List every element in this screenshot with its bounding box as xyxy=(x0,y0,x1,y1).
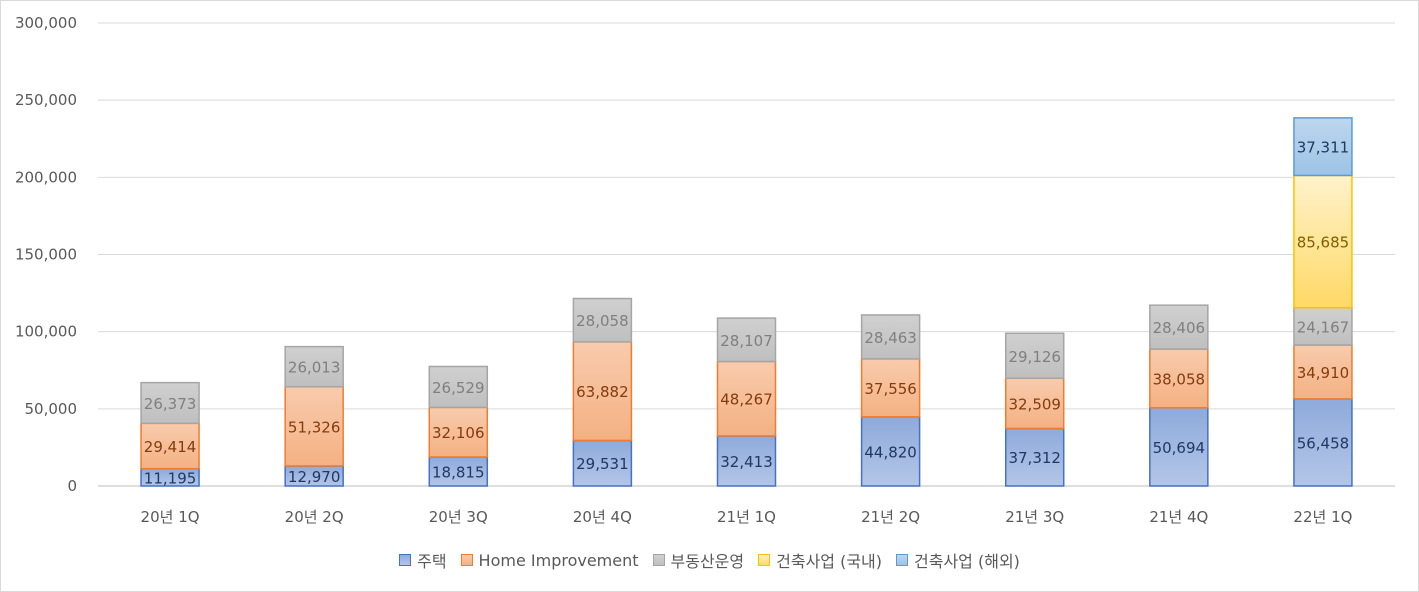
bar-segment xyxy=(1293,306,1353,346)
data-label: 18,815 xyxy=(432,463,485,481)
legend-item: 주택 xyxy=(399,548,447,572)
legend-swatch xyxy=(399,554,412,566)
bar-segment xyxy=(1149,407,1209,487)
data-labels: 11,195 29,414 26,373 12,970 51,326 26,013 18,8… xyxy=(144,139,1349,488)
y-tick-label: 0 xyxy=(67,477,77,495)
legend-label: Home Improvement xyxy=(478,550,639,570)
bar-segment xyxy=(572,341,633,442)
legend-label: 건축사업 (국내) xyxy=(776,552,883,571)
bar-segment xyxy=(1149,348,1209,409)
bar-segment xyxy=(140,381,200,425)
x-axis-ticks: 20년 1Q 20년 2Q 20년 3Q 20년 4Q 21년 1Q 21년 2Q 21년 … xyxy=(141,508,1353,526)
x-tick-label: 20년 4Q xyxy=(573,508,632,526)
data-label: 32,106 xyxy=(432,424,485,442)
data-label: 28,406 xyxy=(1153,319,1206,337)
data-label: 48,267 xyxy=(720,391,773,409)
bar-segment xyxy=(428,456,489,487)
legend-swatch xyxy=(758,554,771,566)
bars xyxy=(140,117,1353,487)
bar-segment xyxy=(860,358,921,418)
y-tick-label: 150,000 xyxy=(15,246,77,264)
bar-segment xyxy=(428,406,489,458)
data-label: 44,820 xyxy=(864,443,917,461)
bar-segment xyxy=(572,297,633,343)
data-label: 26,529 xyxy=(432,379,485,397)
bar-segment xyxy=(1293,117,1353,177)
data-label: 26,013 xyxy=(288,359,341,377)
x-tick-label: 21년 3Q xyxy=(1005,508,1064,526)
bar-segment xyxy=(428,365,489,409)
bar-segment xyxy=(1149,304,1209,350)
bar-segment xyxy=(1293,174,1353,309)
legend-label: 건축사업 (해외) xyxy=(914,552,1020,571)
legend-label: 주택 xyxy=(417,552,447,571)
data-label: 50,694 xyxy=(1153,439,1206,457)
data-label: 11,195 xyxy=(144,469,197,487)
bar-segment xyxy=(284,345,344,388)
data-label: 28,463 xyxy=(864,329,917,347)
data-label: 51,326 xyxy=(288,418,341,436)
bar-segment xyxy=(1293,344,1353,400)
x-tick-label: 21년 4Q xyxy=(1149,508,1208,526)
data-label: 28,107 xyxy=(720,332,773,350)
y-tick-label: 100,000 xyxy=(15,323,77,341)
bar-segment xyxy=(284,386,344,467)
data-label: 24,167 xyxy=(1297,318,1350,336)
y-tick-label: 300,000 xyxy=(15,14,77,32)
data-label: 26,373 xyxy=(144,395,197,413)
data-label: 63,882 xyxy=(576,383,629,401)
data-label: 29,414 xyxy=(144,438,197,456)
x-tick-label: 21년 2Q xyxy=(861,508,920,526)
x-tick-label: 20년 1Q xyxy=(141,508,200,526)
legend: 주택 Home Improvement 부동산운영 건축사업 (국내) 건축사업 (해외… xyxy=(0,548,1419,572)
legend-item: 건축사업 (국내) xyxy=(758,548,882,572)
data-label: 85,685 xyxy=(1297,234,1350,252)
bar-segment xyxy=(716,360,777,437)
bar-segment xyxy=(1004,427,1065,487)
legend-swatch xyxy=(896,554,909,566)
x-tick-label: 20년 3Q xyxy=(429,508,488,526)
legend-item: 건축사업 (해외) xyxy=(896,548,1020,572)
bar-segment xyxy=(572,439,633,487)
legend-swatch xyxy=(652,554,665,566)
x-tick-label: 20년 2Q xyxy=(285,508,344,526)
bar-segment xyxy=(1293,398,1353,487)
legend-label: 부동산운영 xyxy=(670,552,745,571)
x-tick-label: 21년 1Q xyxy=(717,508,776,526)
legend-swatch xyxy=(460,554,473,566)
data-label: 29,531 xyxy=(576,455,629,473)
y-axis-ticks: 0 50,000 100,000 150,000 200,000 250,000 300,0… xyxy=(15,14,77,495)
y-tick-label: 250,000 xyxy=(15,91,77,109)
bar-segment xyxy=(716,435,777,487)
data-label: 37,312 xyxy=(1008,449,1061,467)
bar-segment xyxy=(860,314,921,360)
bar-segment xyxy=(1004,332,1065,379)
legend-item: 부동산운영 xyxy=(652,548,745,572)
y-tick-label: 50,000 xyxy=(25,400,78,418)
bar-segment xyxy=(716,317,777,363)
y-tick-label: 200,000 xyxy=(15,168,77,186)
data-label: 12,970 xyxy=(288,468,341,486)
data-label: 34,910 xyxy=(1297,364,1350,382)
legend-item: Home Improvement xyxy=(460,550,639,570)
data-label: 56,458 xyxy=(1297,434,1350,452)
data-label: 29,126 xyxy=(1008,348,1061,366)
data-label: 37,311 xyxy=(1297,139,1350,157)
data-label: 32,413 xyxy=(720,453,773,471)
data-label: 38,058 xyxy=(1153,370,1206,388)
data-label: 32,509 xyxy=(1008,395,1061,413)
data-label: 28,058 xyxy=(576,312,629,330)
x-tick-label: 22년 1Q xyxy=(1293,508,1352,526)
data-label: 37,556 xyxy=(864,380,917,398)
bar-segment xyxy=(860,416,921,487)
